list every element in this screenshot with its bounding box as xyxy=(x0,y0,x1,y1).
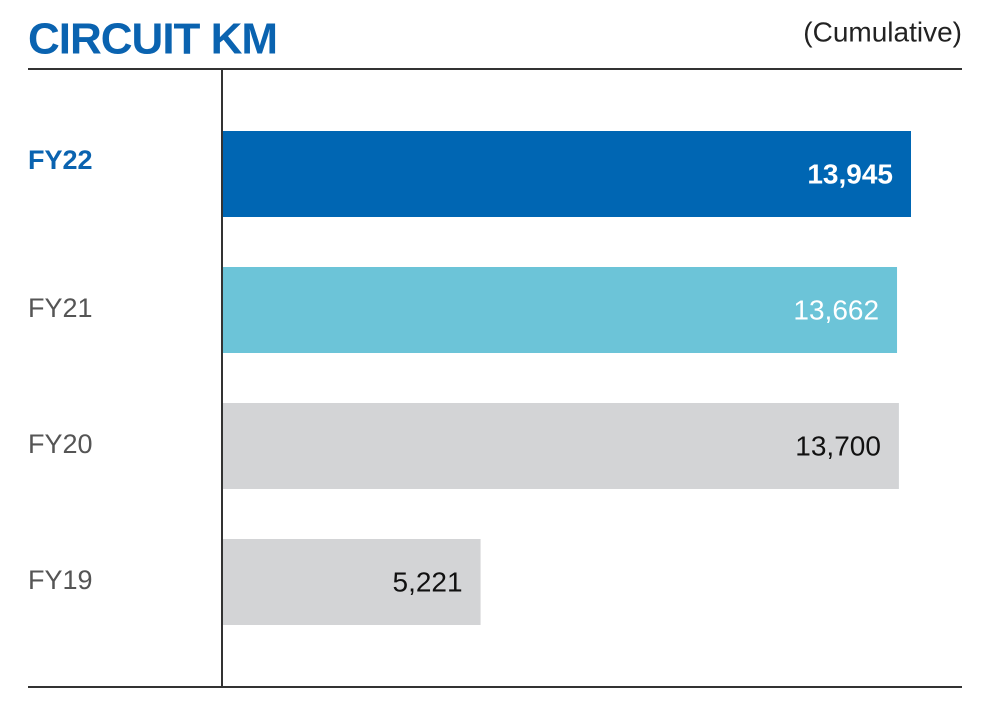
value-label: 13,945 xyxy=(807,158,893,189)
bar xyxy=(223,539,481,625)
category-label: FY22 xyxy=(28,145,93,175)
value-label: 13,700 xyxy=(795,430,881,461)
chart-subtitle: (Cumulative) xyxy=(803,16,962,47)
category-label: FY21 xyxy=(28,293,93,323)
category-label: FY19 xyxy=(28,565,93,595)
category-label: FY20 xyxy=(28,429,93,459)
chart-title: CIRCUIT KM xyxy=(28,15,277,64)
value-label: 13,662 xyxy=(793,294,879,325)
value-label: 5,221 xyxy=(393,566,463,597)
bar xyxy=(223,403,899,489)
bar xyxy=(223,131,911,217)
bar xyxy=(223,267,898,353)
